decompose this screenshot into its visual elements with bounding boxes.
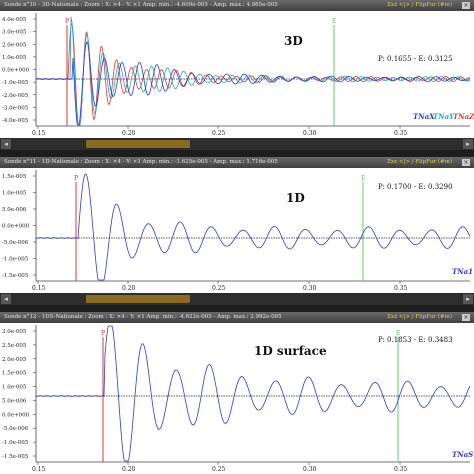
scroll-left-icon[interactable]: ◂ <box>1 139 11 149</box>
x-tick-label: 0.25 <box>212 466 226 473</box>
scrollbar-thumb[interactable] <box>86 140 190 148</box>
waveform-plot-1d[interactable]: 1.5e-005 1.0e-005 5.0e-006 0.0e+000 -5.0e-00… <box>0 168 474 293</box>
pick-info: P: 0.1700 - E: 0.3290 <box>378 183 453 191</box>
e-pick-label: E <box>361 175 365 182</box>
y-tick-label: -1.0e-005 <box>2 440 29 446</box>
y-tick-label: 1.0e-005 <box>2 385 27 391</box>
y-tick-label: 2.0e-005 <box>2 42 27 48</box>
p-pick-label: P <box>101 330 105 337</box>
scroll-right-icon[interactable]: ▸ <box>463 294 473 304</box>
x-tick-label: 0.30 <box>303 130 317 137</box>
panel-title-bar[interactable]: Sonde n°11 - 1D-Nationale : Zoom : X: ×4… <box>0 157 474 168</box>
panel-title: Sonde n°12 - 1DS-Nationale : Zoom : X: ×… <box>4 314 282 320</box>
y-tick-label: 5.0e-006 <box>2 207 27 213</box>
scrollbar-thumb[interactable] <box>86 295 190 303</box>
x-tick-label: 0.35 <box>394 285 408 292</box>
y-tick-label: 2.5e-005 <box>2 343 27 349</box>
y-tick-label: -3.0e-005 <box>2 105 29 111</box>
y-tick-label: -5.0e-006 <box>2 426 29 432</box>
x-tick-label: 0.15 <box>32 130 46 137</box>
p-pick-label: P <box>65 18 69 25</box>
legend-item-tnaz: TNaZ <box>453 112 474 121</box>
panel-tools[interactable]: Zxx <|> / FlipFur (#m) <box>387 159 452 165</box>
y-tick-label: -5.0e-006 <box>2 240 29 246</box>
waveform-trace <box>35 325 471 462</box>
plot-label: 1D <box>286 191 305 205</box>
x-tick-label: 0.30 <box>303 285 317 292</box>
y-tick-label: 2.0e-005 <box>2 357 27 363</box>
x-tick-label: 0.20 <box>122 130 136 137</box>
waveform-plot-1d-surface[interactable]: 3.0e-005 2.5e-005 2.0e-005 1.5e-005 1.0e-005… <box>0 323 474 474</box>
legend-item-tnax: TNaX <box>413 112 435 121</box>
pick-info: P: 0.1655 - E: 0.3125 <box>378 55 453 63</box>
panel-title: Sonde n°10 - 3D-Nationale : Zoom : X: ×4… <box>4 2 278 8</box>
x-tick-label: 0.25 <box>212 285 226 292</box>
x-tick-label: 0.35 <box>394 466 408 473</box>
y-tick-label: 0.0e+000 <box>2 412 30 418</box>
waveform-trace <box>35 16 471 126</box>
pick-info: P: 0.1853 - E: 0.3483 <box>378 336 453 344</box>
horizontal-scrollbar[interactable]: ◂ ▸ <box>0 293 474 305</box>
legend-item-tnay: TNaY <box>433 112 455 121</box>
y-tick-label: 1.5e-005 <box>2 371 27 377</box>
panel-tools[interactable]: Zxx <|> / FlipFur (#m) <box>387 2 452 8</box>
waveform-trace <box>35 173 471 281</box>
panel-divider <box>0 305 474 312</box>
y-tick-label: -1.0e-005 <box>2 80 29 86</box>
close-icon[interactable]: × <box>462 314 470 321</box>
e-pick-label: E <box>332 18 336 25</box>
y-tick-label: 4.0e-005 <box>2 17 27 23</box>
y-tick-label: 0.0e+000 <box>2 224 30 230</box>
legend-item-tnas: TNaS <box>452 450 474 459</box>
p-pick-label: P <box>74 175 78 182</box>
y-tick-label: -4.0e-005 <box>2 118 29 124</box>
waveform-plot-3d[interactable]: 4.0e-005 3.0e-005 2.0e-005 1.0e-005 0.0e+000… <box>0 11 474 138</box>
y-tick-label: 5.0e-006 <box>2 398 27 404</box>
panel-3d: Sonde n°10 - 3D-Nationale : Zoom : X: ×4… <box>0 0 474 152</box>
plot-background <box>0 323 474 474</box>
close-icon[interactable]: × <box>462 159 470 166</box>
y-tick-label: -1.0e-005 <box>2 257 29 263</box>
y-tick-label: 3.0e-005 <box>2 329 27 335</box>
scroll-right-icon[interactable]: ▸ <box>463 139 473 149</box>
legend-item-tna1: TNa1 <box>452 267 474 276</box>
x-tick-label: 0.35 <box>394 130 408 137</box>
y-tick-label: -2.0e-005 <box>2 93 29 99</box>
horizontal-scrollbar[interactable]: ◂ ▸ <box>0 138 474 150</box>
panel-1d-surface: Sonde n°12 - 1DS-Nationale : Zoom : X: ×… <box>0 312 474 474</box>
x-tick-label: 0.15 <box>32 285 46 292</box>
x-tick-label: 0.20 <box>122 466 136 473</box>
y-tick-label: 3.0e-005 <box>2 30 27 36</box>
plot-label: 3D <box>284 34 303 48</box>
x-tick-label: 0.25 <box>212 130 226 137</box>
e-pick-label: E <box>396 330 400 337</box>
y-tick-label: 1.5e-005 <box>2 174 27 180</box>
panel-divider <box>0 150 474 157</box>
plot-label: 1D surface <box>254 344 327 358</box>
scroll-left-icon[interactable]: ◂ <box>1 294 11 304</box>
x-tick-label: 0.20 <box>122 285 136 292</box>
panel-1d: Sonde n°11 - 1D-Nationale : Zoom : X: ×4… <box>0 157 474 307</box>
panel-tools[interactable]: Zxx <|> / FlipFur (#m) <box>387 314 452 320</box>
y-tick-label: -1.5e-005 <box>2 273 29 279</box>
y-tick-label: 1.0e-005 <box>2 191 27 197</box>
close-icon[interactable]: × <box>462 2 470 9</box>
panel-title: Sonde n°11 - 1D-Nationale : Zoom : X: ×4… <box>4 159 278 165</box>
waveform-trace <box>35 41 471 126</box>
panel-title-bar[interactable]: Sonde n°12 - 1DS-Nationale : Zoom : X: ×… <box>0 312 474 323</box>
plot-background <box>0 168 474 293</box>
x-tick-label: 0.30 <box>303 466 317 473</box>
y-tick-label: 0.0e+000 <box>2 68 30 74</box>
plot-background <box>0 11 474 138</box>
y-tick-label: 1.0e-005 <box>2 55 27 61</box>
panel-title-bar[interactable]: Sonde n°10 - 3D-Nationale : Zoom : X: ×4… <box>0 0 474 11</box>
y-tick-label: -1.5e-005 <box>2 454 29 460</box>
x-tick-label: 0.15 <box>32 466 46 473</box>
